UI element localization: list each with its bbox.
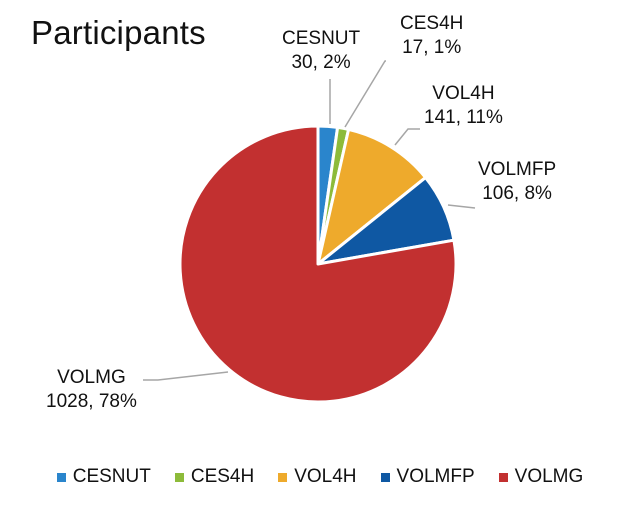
data-label-volmfp: VOLMFP 106, 8%	[478, 158, 556, 206]
legend-swatch-icon	[380, 472, 390, 482]
label-value: 141, 11%	[424, 107, 503, 128]
data-label-volmg: VOLMG 1028, 78%	[46, 366, 137, 414]
legend-label: CES4H	[190, 466, 255, 487]
leader-line-volmg	[143, 371, 229, 381]
data-label-cesnut: CESNUT 30, 2%	[282, 27, 360, 75]
pie-slice-volmg	[178, 124, 458, 404]
legend-label: VOLMFP	[396, 466, 475, 487]
legend-swatch-icon	[278, 472, 288, 482]
data-label-vol4h: VOL4H 141, 11%	[424, 82, 503, 130]
leader-line-vol4h	[394, 128, 420, 146]
leader-line-volmfp	[447, 204, 476, 209]
legend-item-volmg: VOLMG	[498, 466, 584, 488]
data-label-ces4h: CES4H 17, 1%	[400, 12, 463, 60]
pie-slices	[178, 124, 458, 404]
label-name: VOLMFP	[478, 159, 557, 180]
label-name: VOL4H	[432, 83, 495, 104]
legend-label: CESNUT	[72, 466, 151, 487]
label-name: VOLMG	[57, 367, 126, 388]
leader-line-ces4h	[344, 60, 386, 128]
legend-label: VOLMG	[514, 466, 584, 487]
label-value: 30, 2%	[291, 52, 351, 73]
legend-swatch-icon	[498, 472, 508, 482]
legend: CESNUT CES4H VOL4H VOLMFP VOLMG	[0, 466, 640, 488]
legend-item-vol4h: VOL4H	[278, 466, 357, 488]
chart-title: Participants	[31, 14, 206, 51]
label-value: 1028, 78%	[46, 391, 137, 412]
label-name: CES4H	[400, 13, 464, 34]
legend-item-cesnut: CESNUT	[56, 466, 151, 488]
leader-lines	[143, 60, 476, 381]
legend-swatch-icon	[174, 472, 184, 482]
legend-label: VOL4H	[294, 466, 357, 487]
legend-item-ces4h: CES4H	[174, 466, 255, 488]
label-value: 106, 8%	[482, 183, 552, 204]
label-name: CESNUT	[282, 28, 361, 49]
legend-item-volmfp: VOLMFP	[380, 466, 475, 488]
legend-swatch-icon	[56, 472, 66, 482]
label-value: 17, 1%	[402, 37, 462, 58]
pie-slice-vol4h	[316, 127, 428, 266]
